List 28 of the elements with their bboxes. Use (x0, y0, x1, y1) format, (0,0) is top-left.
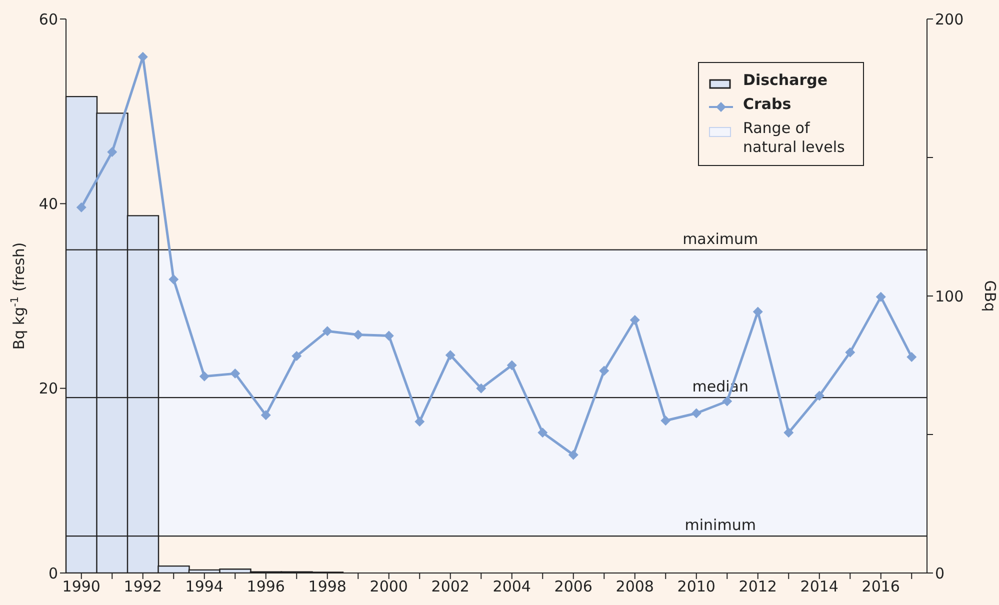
y-tick-label: 0 (48, 564, 58, 582)
x-tick-label: 2012 (738, 578, 777, 596)
ref-line-label: median (692, 378, 748, 396)
y2-tick-label: 100 (935, 287, 964, 306)
x-tick-label: 2002 (431, 578, 470, 596)
legend-label: Discharge (743, 71, 828, 90)
x-tick-label: 1992 (124, 578, 162, 596)
y-tick-label: 60 (38, 10, 58, 28)
x-tick-label: 2004 (492, 578, 531, 596)
y2-axis-title: GBq (981, 280, 999, 312)
x-tick-label: 1996 (246, 578, 285, 596)
x-tick-label: 2008 (616, 578, 654, 596)
x-tick-label: 1998 (308, 578, 346, 596)
x-tick-label: 1990 (62, 578, 100, 596)
y2-tick-label: 200 (935, 10, 964, 28)
x-tick-label: 2016 (862, 578, 900, 596)
x-tick-label: 2014 (800, 578, 838, 596)
x-tick-label: 2000 (370, 578, 408, 596)
legend-label: Range of natural levels (743, 119, 846, 157)
x-tick-label: 2010 (677, 578, 716, 596)
y-tick-label: 40 (38, 194, 58, 213)
y2-tick-label: 0 (935, 564, 945, 582)
y-tick-label: 20 (38, 380, 58, 398)
legend-label: Crabs (743, 95, 792, 114)
x-tick-label: 1994 (185, 578, 224, 596)
x-tick-label: 2006 (554, 578, 592, 596)
ref-line-label: minimum (684, 516, 756, 534)
ref-line-label: maximum (682, 230, 758, 248)
